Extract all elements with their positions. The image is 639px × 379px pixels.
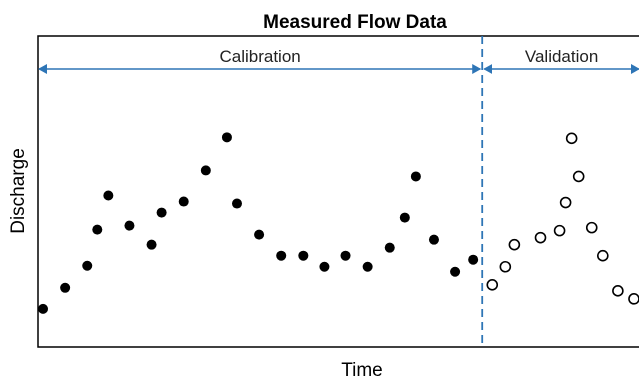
validation-point-4 [534,231,547,244]
calibration-point-13 [254,229,265,240]
calibration-point-24 [468,254,479,265]
calibration-point-23 [450,266,461,277]
validation-point-11 [612,285,624,297]
validation-point-5 [553,224,566,237]
plot-frame [37,35,639,348]
calibration-point-22 [428,234,439,245]
calibration-point-16 [319,261,330,272]
calibration-point-4 [92,224,103,235]
calibration-point-18 [362,261,373,272]
calibration-point-17 [340,250,351,261]
calibration-point-3 [82,260,93,271]
calibration-point-15 [298,250,309,261]
x-axis-label: Time [341,360,383,379]
calibration-point-7 [146,239,157,250]
calibration-point-11 [221,132,232,143]
section-label-calibration: Calibration [219,47,300,66]
validation-point-7 [565,132,578,145]
calibration-point-21 [410,171,421,182]
validation-point-3 [508,238,521,251]
validation-point-9 [585,221,598,234]
data-points [38,132,639,314]
validation-point-8 [572,170,585,183]
calibration-point-19 [384,242,395,253]
y-axis-label: Discharge [8,148,29,234]
calibration-point-2 [60,282,71,293]
calibration-point-1 [38,303,49,314]
validation-point-2 [499,260,512,273]
calibration-point-6 [124,220,135,231]
calibration-point-12 [231,198,242,209]
validation-point-1 [486,278,499,291]
calibration-point-5 [103,190,114,201]
calibration-point-20 [399,212,410,223]
validation-point-6 [559,196,572,209]
calibration-point-8 [156,207,167,218]
section-label-validation: Validation [525,47,598,66]
calibration-point-14 [276,250,287,261]
validation-point-12 [628,293,639,305]
validation-point-10 [597,249,609,262]
chart-title: Measured Flow Data [263,12,447,33]
calibration-point-9 [178,196,189,207]
calibration-point-10 [200,165,211,176]
